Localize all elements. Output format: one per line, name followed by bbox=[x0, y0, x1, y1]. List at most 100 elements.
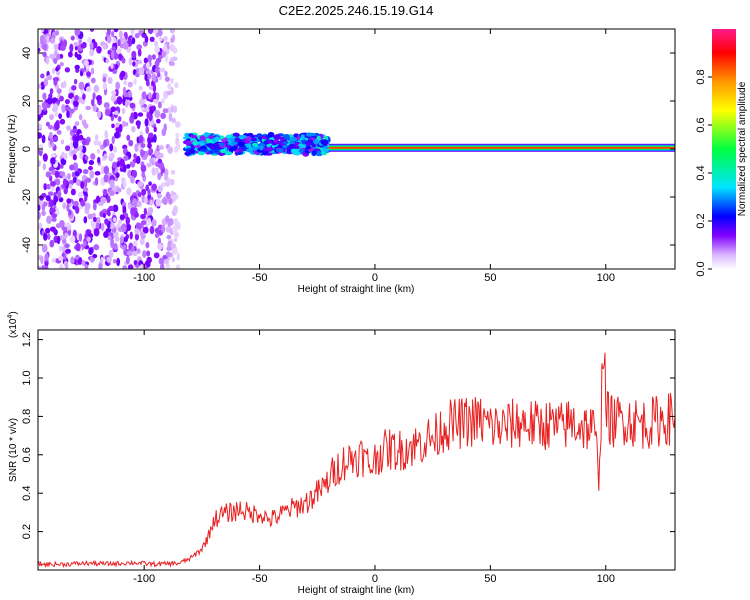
spectrogram-cell bbox=[147, 54, 153, 63]
spectrogram-cell bbox=[160, 263, 165, 269]
spectrogram-cell bbox=[315, 150, 322, 157]
spectrogram-cell bbox=[109, 143, 114, 152]
spectrogram-cell bbox=[63, 152, 68, 161]
spectrogram-cell bbox=[125, 216, 131, 225]
spectrogram-cell bbox=[38, 266, 42, 269]
spectrogram-cell bbox=[141, 91, 147, 100]
spectrogram-cell bbox=[316, 135, 321, 141]
spectrogram-cell bbox=[157, 161, 164, 170]
spectrogram-cell bbox=[189, 134, 197, 138]
spectrogram-cell bbox=[103, 231, 109, 238]
spectrogram-cell bbox=[147, 142, 152, 149]
spectrogram-cell bbox=[188, 148, 196, 154]
spectrogram-cell bbox=[293, 151, 301, 156]
spectrogram-cell bbox=[96, 149, 101, 154]
spectrogram-cell bbox=[46, 35, 50, 43]
spectrogram-cell bbox=[155, 92, 160, 101]
spectrogram-cell bbox=[127, 203, 132, 210]
spectrogram-cell bbox=[61, 151, 65, 158]
spectrogram-cell bbox=[70, 35, 75, 41]
spectrogram-cell bbox=[97, 156, 101, 164]
spectrogram-cell bbox=[103, 139, 108, 148]
spectrogram-cell bbox=[208, 149, 215, 155]
spectrogram-cell bbox=[134, 32, 140, 39]
spectrogram-cell bbox=[109, 179, 115, 188]
spectrogram-cell bbox=[151, 119, 155, 126]
spectrogram-cell bbox=[53, 49, 58, 57]
colorbar-tick-label: 0.2 bbox=[695, 213, 707, 228]
spectrogram-cell bbox=[102, 213, 106, 219]
spectrogram-cell bbox=[48, 93, 53, 99]
spectrogram-cell bbox=[93, 41, 98, 49]
spectrogram-cell bbox=[122, 144, 128, 150]
spectrogram-cell bbox=[157, 158, 163, 164]
spectrogram-cell bbox=[74, 171, 80, 177]
spectrogram-cell bbox=[48, 131, 53, 140]
spectrogram-cell bbox=[167, 146, 174, 154]
spectrogram-cell bbox=[122, 179, 127, 189]
spectrogram-cell bbox=[90, 67, 95, 75]
spectrogram-cell bbox=[59, 95, 64, 102]
spectrogram-cell bbox=[103, 102, 110, 109]
spectrogram-cell bbox=[135, 222, 141, 229]
spectrogram-cell bbox=[225, 151, 232, 155]
spectrogram-cell bbox=[72, 128, 78, 134]
spectrogram-cell bbox=[79, 151, 84, 159]
spectrogram-cell bbox=[130, 176, 135, 184]
spectrogram-cell bbox=[82, 93, 86, 100]
spectrogram-cell bbox=[137, 59, 143, 65]
spectrogram-cell bbox=[62, 178, 68, 187]
spectrogram-cell bbox=[228, 137, 236, 142]
spectrogram-cell bbox=[169, 178, 175, 186]
spectrogram-cell bbox=[53, 136, 58, 142]
spectrogram-cell bbox=[157, 185, 164, 193]
spectrogram-cell bbox=[174, 145, 179, 154]
spectrogram-cell bbox=[75, 179, 82, 186]
spectrogram-cell bbox=[67, 51, 73, 58]
spectrogram-cell bbox=[131, 198, 138, 207]
spectrogram-cell bbox=[38, 200, 41, 206]
spectrogram-cell bbox=[75, 254, 80, 260]
snr-x-tick-label: -100 bbox=[133, 573, 155, 585]
spectrogram-cell bbox=[50, 153, 57, 158]
spectrogram-cell bbox=[171, 257, 175, 263]
spectrogram-cell bbox=[158, 145, 165, 150]
snr-multiplier-exp: 4 bbox=[7, 315, 14, 319]
spectrogram-cell bbox=[170, 77, 174, 84]
spectrogram-cell bbox=[85, 177, 92, 183]
spectrogram-cell bbox=[129, 102, 136, 109]
spectrogram-cell bbox=[197, 151, 206, 156]
spectrogram-cell bbox=[140, 149, 145, 158]
spectrogram-cell bbox=[84, 202, 91, 210]
spectrogram-cell bbox=[173, 105, 178, 114]
spectrogram-cell bbox=[48, 124, 54, 130]
snr-frame bbox=[37, 329, 676, 571]
snr-panel: -100 -50 0 50 100 0.2 0.4 0.6 0.8 1.0 1.2 Height … bbox=[7, 311, 676, 596]
spectrogram-y-tick-label: -40 bbox=[21, 237, 33, 253]
spectrogram-cell bbox=[311, 150, 317, 156]
spectrogram-cell bbox=[103, 165, 110, 175]
spectrogram-cell bbox=[161, 128, 166, 137]
spectrogram-x-tick-label: -100 bbox=[133, 272, 155, 284]
spectrogram-cell bbox=[40, 255, 44, 265]
spectrogram-cell bbox=[89, 29, 95, 32]
spectrogram-cell bbox=[111, 30, 115, 37]
spectrogram-cell bbox=[46, 183, 51, 190]
spectrogram-cell bbox=[164, 55, 169, 63]
spectrogram-cell bbox=[274, 140, 282, 145]
spectrogram-cell bbox=[100, 196, 107, 204]
spectrogram-cell bbox=[126, 134, 131, 141]
spectrogram-cell bbox=[53, 58, 58, 65]
spectrogram-cell bbox=[112, 259, 117, 264]
spectrogram-cell bbox=[122, 264, 128, 269]
spectrogram-cell bbox=[262, 147, 267, 152]
spectrogram-cell bbox=[125, 255, 130, 265]
spectrogram-cell bbox=[109, 190, 115, 196]
spectrogram-cell bbox=[105, 58, 110, 64]
spectrogram-cell bbox=[140, 220, 147, 226]
spectrogram-cell bbox=[106, 35, 112, 44]
spectrogram-cell bbox=[64, 262, 69, 269]
spectrogram-cell bbox=[125, 223, 132, 232]
spectrogram-cell bbox=[92, 253, 98, 259]
spectrogram-cell bbox=[118, 123, 123, 133]
